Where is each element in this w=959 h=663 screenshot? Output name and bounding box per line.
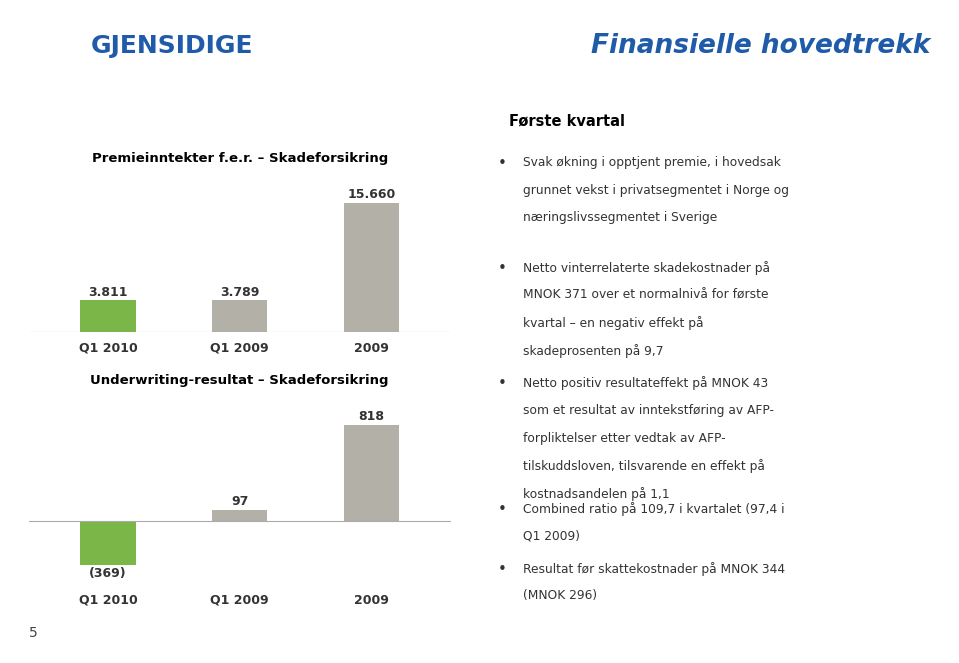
Text: 3.811: 3.811 <box>88 286 128 298</box>
Text: Netto positiv resultateffekt på MNOK 43: Netto positiv resultateffekt på MNOK 43 <box>523 377 768 391</box>
Text: •: • <box>498 562 507 577</box>
Text: forpliktelser etter vedtak av AFP-: forpliktelser etter vedtak av AFP- <box>523 432 726 444</box>
Bar <box>212 510 268 521</box>
Text: GJENSIDIGE: GJENSIDIGE <box>91 34 253 58</box>
Bar <box>344 425 399 521</box>
Text: Combined ratio på 109,7 i kvartalet (97,4 i: Combined ratio på 109,7 i kvartalet (97,… <box>523 502 784 516</box>
Bar <box>212 300 268 332</box>
Text: skadeprosenten på 9,7: skadeprosenten på 9,7 <box>523 344 664 358</box>
Text: •: • <box>498 156 507 171</box>
Text: Netto vinterrelaterte skadekostnader på: Netto vinterrelaterte skadekostnader på <box>523 261 770 275</box>
Text: •: • <box>498 261 507 276</box>
Text: Q1 2009): Q1 2009) <box>523 529 580 542</box>
Text: Underwriting-resultat – Skadeforsikring: Underwriting-resultat – Skadeforsikring <box>90 374 389 387</box>
Text: grunnet vekst i privatsegmentet i Norge og: grunnet vekst i privatsegmentet i Norge … <box>523 184 789 197</box>
Bar <box>81 300 135 332</box>
Text: (MNOK 296): (MNOK 296) <box>523 589 597 602</box>
Bar <box>81 521 135 564</box>
Text: Premieinntekter f.e.r. – Skadeforsikring: Premieinntekter f.e.r. – Skadeforsikring <box>92 152 387 165</box>
Text: (369): (369) <box>89 567 127 579</box>
Text: •: • <box>498 502 507 516</box>
Text: 818: 818 <box>359 410 385 423</box>
Text: 3.789: 3.789 <box>220 286 260 299</box>
Text: •: • <box>498 377 507 391</box>
Text: kvartal – en negativ effekt på: kvartal – en negativ effekt på <box>523 316 704 330</box>
Text: 15.660: 15.660 <box>347 188 396 202</box>
Text: næringslivssegmentet i Sverige: næringslivssegmentet i Sverige <box>523 211 717 224</box>
Text: 5: 5 <box>29 626 37 640</box>
Text: Første kvartal: Første kvartal <box>509 113 625 129</box>
Text: tilskuddsloven, tilsvarende en effekt på: tilskuddsloven, tilsvarende en effekt på <box>523 459 765 473</box>
Bar <box>344 203 399 332</box>
Text: som et resultat av inntekstføring av AFP-: som et resultat av inntekstføring av AFP… <box>523 404 774 417</box>
Text: Finansielle hovedtrekk: Finansielle hovedtrekk <box>592 33 930 60</box>
Text: Svak økning i opptjent premie, i hovedsak: Svak økning i opptjent premie, i hovedsa… <box>523 156 781 169</box>
Text: MNOK 371 over et normalnivå for første: MNOK 371 over et normalnivå for første <box>523 289 768 302</box>
Text: 97: 97 <box>231 495 248 508</box>
Text: Resultat før skattekostnader på MNOK 344: Resultat før skattekostnader på MNOK 344 <box>523 562 785 575</box>
Text: ✦: ✦ <box>42 37 58 56</box>
Text: kostnadsandelen på 1,1: kostnadsandelen på 1,1 <box>523 487 669 501</box>
